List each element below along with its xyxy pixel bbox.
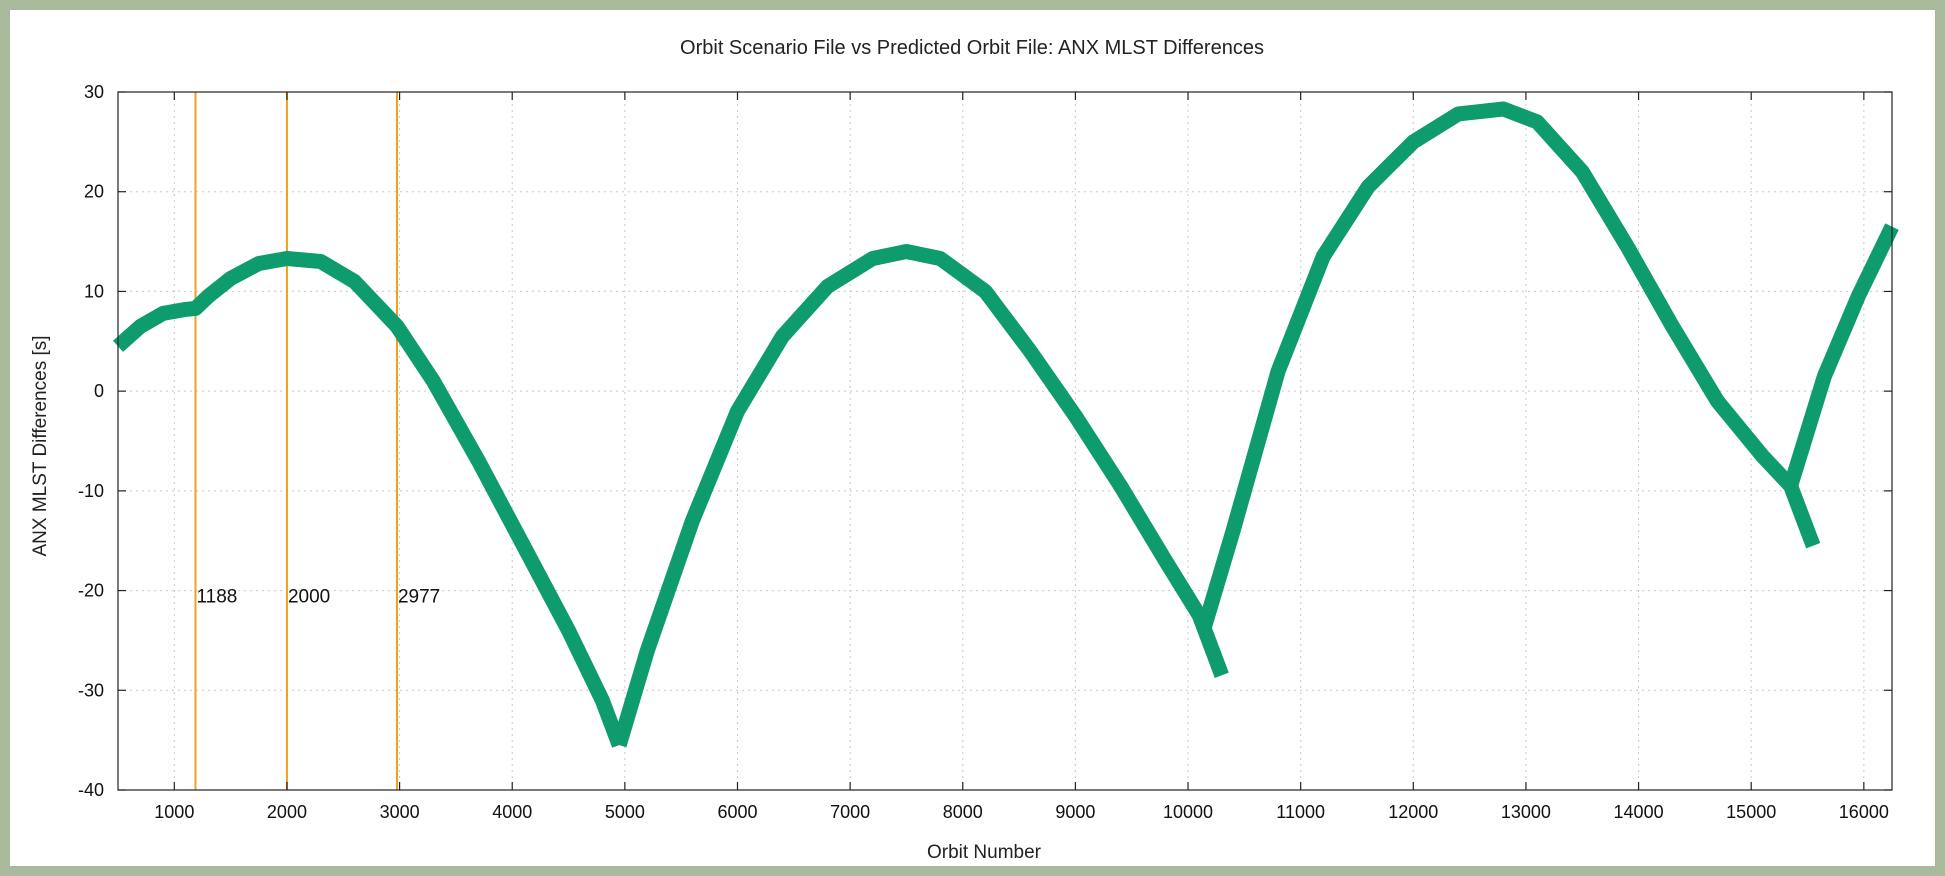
line-chart: 1188 2000 2977 1000 2000 3000 4000 5000 6000 700… [30,37,1899,863]
x-tick-label: 9000 [1055,802,1095,822]
x-tick-label: 6000 [717,802,757,822]
y-tick-label: 0 [94,381,104,401]
x-tick-label: 4000 [492,802,532,822]
x-tick-label: 11000 [1276,802,1325,822]
chart-title: Orbit Scenario File vs Predicted Orbit F… [680,37,1264,59]
orbit-marker-label: 2000 [288,587,330,608]
x-tick-label: 7000 [830,802,870,822]
chart-frame: 1188 2000 2977 1000 2000 3000 4000 5000 6000 700… [10,10,1935,866]
x-tick-label: 5000 [605,802,645,822]
y-tick-label: 10 [84,281,104,301]
x-tick-label: 8000 [943,802,983,822]
x-tick-label: 13000 [1501,802,1551,822]
y-tick-label: -30 [78,680,104,700]
x-tick-label: 1000 [154,802,194,822]
series-line [1197,101,1821,628]
x-tick-label: 10000 [1163,802,1213,822]
series-line [612,244,1229,748]
orbit-markers: 1188 2000 2977 [194,92,440,790]
x-axis-label: Orbit Number [927,842,1042,863]
series-line [113,251,627,748]
x-tick-label: 2000 [267,802,307,822]
grid [118,91,1892,791]
y-tick-label: -20 [78,581,104,601]
orbit-marker-label: 1188 [196,587,237,608]
y-axis-label: ANX MLST Differences [s] [30,335,51,556]
x-tick-label: 15000 [1726,802,1776,822]
x-tick-label: 16000 [1839,802,1889,822]
y-tick-label: 30 [84,82,104,102]
series-line [1783,223,1899,489]
ticks: 1000 2000 3000 4000 5000 6000 7000 8000 9000 1000… [78,82,1892,822]
x-tick-label: 3000 [380,802,420,822]
y-tick-label: -40 [78,780,104,800]
x-tick-label: 12000 [1388,802,1438,822]
orbit-marker-label: 2977 [398,587,440,608]
y-tick-label: -10 [78,481,104,501]
x-tick-label: 14000 [1614,802,1664,822]
plot-area-border [117,91,1893,791]
y-tick-label: 20 [84,182,104,202]
series-layer [113,101,1899,748]
